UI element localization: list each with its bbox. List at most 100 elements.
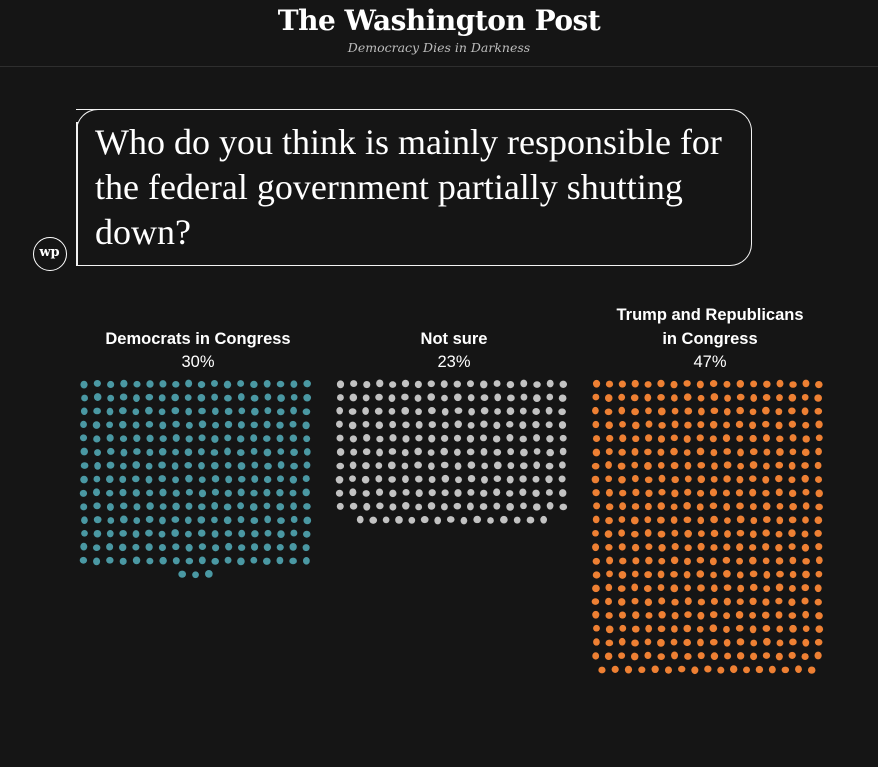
dot-mark	[788, 543, 796, 550]
dot-mark	[120, 462, 127, 470]
dot-mark	[788, 612, 797, 619]
dot-mark	[303, 394, 312, 402]
dot-mark	[376, 379, 384, 388]
dot-mark	[171, 393, 179, 402]
dot-mark	[631, 461, 639, 469]
dot-mark	[197, 381, 206, 389]
dot-mark	[238, 544, 246, 551]
dot-mark	[133, 503, 141, 511]
dot-mark	[362, 490, 370, 497]
dot-mark	[632, 435, 640, 443]
dot-mark	[158, 461, 166, 469]
dot-mark	[106, 543, 114, 551]
dot-mark	[453, 502, 462, 510]
dot-mark	[480, 380, 488, 389]
dot-mark	[92, 544, 101, 552]
dot-mark	[762, 529, 770, 537]
dot-mark	[605, 612, 613, 619]
dot-mark	[454, 462, 462, 470]
dot-mark	[401, 462, 409, 470]
dot-mark	[289, 434, 298, 442]
dot-mark	[533, 461, 541, 470]
dot-mark	[263, 488, 271, 497]
dot-mark	[788, 461, 796, 470]
dot-mark	[276, 489, 284, 497]
dot-mark	[146, 380, 154, 388]
dot-group-3	[591, 379, 824, 675]
dot-mark	[303, 516, 312, 525]
dot-mark	[684, 611, 692, 618]
dot-mark	[440, 447, 449, 456]
dot-mark	[683, 638, 692, 647]
dot-mark	[303, 380, 311, 388]
dot-mark	[427, 393, 436, 401]
dot-mark	[93, 393, 102, 401]
dot-mark	[736, 475, 744, 484]
dot-mark	[506, 433, 514, 442]
dot-mark	[670, 394, 678, 402]
dot-mark	[236, 449, 245, 457]
dot-mark	[133, 517, 141, 525]
dot-mark	[290, 529, 298, 537]
dot-mark	[263, 543, 272, 551]
dot-mark	[107, 394, 115, 402]
dot-mark	[145, 515, 154, 523]
dot-mark	[644, 651, 652, 660]
dot-mark	[388, 407, 396, 415]
dot-mark	[145, 475, 153, 484]
dot-mark	[197, 516, 206, 524]
wp-logo-icon: wp	[33, 237, 67, 271]
dot-mark	[428, 476, 436, 483]
dot-mark	[559, 489, 567, 497]
dot-mark	[348, 421, 357, 430]
dot-mark	[414, 447, 422, 456]
dot-mark	[94, 462, 101, 470]
dot-mark	[723, 475, 731, 483]
dot-mark	[198, 543, 207, 550]
question-bubble: Who do you think is mainly responsible f…	[76, 108, 752, 266]
dot-mark	[363, 433, 371, 442]
dot-mark	[487, 517, 494, 524]
dot-mark	[789, 434, 797, 442]
dot-mark	[696, 503, 704, 511]
dot-mark	[93, 407, 101, 415]
dot-mark	[532, 475, 540, 483]
dot-mark	[815, 447, 822, 456]
dot-mark	[558, 408, 566, 416]
dot-mark	[657, 570, 665, 579]
dot-mark	[453, 393, 462, 402]
dot-mark	[415, 503, 423, 511]
dot-mark	[606, 570, 613, 578]
dot-mark	[466, 434, 475, 443]
dot-mark	[618, 380, 626, 388]
dot-mark	[619, 420, 626, 428]
dot-mark	[211, 488, 219, 496]
dot-mark	[185, 502, 193, 510]
dot-mark	[815, 503, 823, 511]
dot-mark	[212, 421, 220, 429]
dot-mark	[697, 584, 705, 592]
dot-mark	[401, 379, 410, 388]
dot-mark	[276, 543, 284, 551]
dot-mark	[211, 407, 219, 415]
wp-logo-mark: wp	[39, 245, 60, 260]
dot-mark	[289, 543, 297, 551]
dot-mark	[618, 571, 627, 579]
dot-mark	[362, 448, 371, 456]
dot-mark	[592, 543, 600, 552]
category-label-democrats: Democrats in Congress	[82, 327, 314, 351]
dot-mark	[519, 475, 527, 483]
dot-mark	[631, 474, 639, 483]
dot-mark	[185, 488, 193, 496]
dot-mark	[691, 666, 699, 675]
dot-mark	[454, 489, 462, 497]
brand-tagline: Democracy Dies in Darkness	[347, 40, 531, 55]
dot-mark	[401, 448, 409, 457]
brand-name[interactable]: The Washington Post	[277, 4, 601, 37]
dot-mark	[762, 489, 770, 497]
dot-mark	[736, 652, 745, 660]
dot-mark	[781, 666, 790, 674]
dot-mark	[290, 515, 298, 524]
dot-mark	[604, 408, 613, 416]
dot-mark	[775, 488, 783, 497]
